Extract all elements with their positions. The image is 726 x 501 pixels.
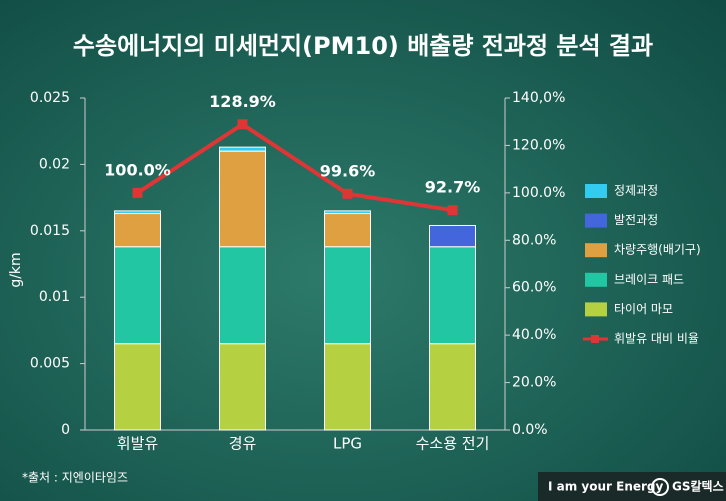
bar-segment bbox=[114, 213, 161, 248]
bar-segment bbox=[114, 246, 161, 345]
legend-swatch bbox=[585, 302, 607, 317]
y2-tick-label: 120.0% bbox=[512, 137, 565, 153]
bar-segment bbox=[219, 146, 266, 152]
ratio-marker bbox=[447, 205, 458, 216]
data-label: 99.6% bbox=[320, 161, 376, 180]
y2-tick-label: 100.0% bbox=[512, 185, 565, 201]
legend-swatch bbox=[585, 272, 607, 287]
bar-segment bbox=[219, 343, 266, 431]
bar-segment bbox=[324, 213, 371, 248]
bar-segment bbox=[219, 246, 266, 345]
bar-segment bbox=[324, 343, 371, 431]
brand-logo bbox=[651, 478, 669, 496]
bar-segment bbox=[429, 224, 476, 248]
source: *출처 : 지엔이타임즈 bbox=[22, 471, 128, 485]
ratio-line bbox=[136, 121, 453, 213]
y-tick-label: 0.005 bbox=[30, 356, 70, 372]
legend-label: 타이어 마모 bbox=[614, 302, 673, 316]
ratio-marker bbox=[342, 188, 353, 199]
legend-swatch bbox=[585, 184, 607, 198]
y2-tick-label: 40.0% bbox=[512, 327, 556, 343]
brand: GS칼텍스 bbox=[672, 479, 724, 494]
x-tick-label: 수소용 전기 bbox=[416, 435, 490, 453]
chart-title: 수송에너지의 미세먼지(PM10) 배출량 전과정 분석 결과 bbox=[73, 32, 653, 60]
data-label: 100.0% bbox=[104, 160, 171, 179]
y2-tick-label: 0.0% bbox=[512, 422, 548, 438]
y-tick-label: 0.01 bbox=[39, 289, 70, 305]
bar-segment bbox=[429, 343, 476, 431]
y2-tick-label: 60.0% bbox=[512, 280, 556, 296]
bar-segment bbox=[114, 210, 161, 215]
ratio-marker bbox=[237, 119, 248, 130]
legend-label: 차량주행(배기구) bbox=[614, 242, 701, 257]
y-tick-label: 0.02 bbox=[39, 156, 70, 172]
legend-label: 발전과정 bbox=[614, 213, 658, 227]
y-tick-label: 0.015 bbox=[30, 223, 70, 239]
bar-segment bbox=[324, 210, 371, 215]
y2-tick-label: 80.0% bbox=[512, 232, 556, 248]
slogan: I am your Energy bbox=[548, 480, 664, 494]
ratio-marker bbox=[132, 187, 143, 198]
legend-label: 휘발유 대비 비율 bbox=[614, 332, 699, 346]
y-axis-label: g/km bbox=[8, 252, 24, 287]
y-tick-label: 0 bbox=[61, 422, 70, 438]
y2-tick-label: 140,0% bbox=[512, 90, 565, 106]
x-tick-label: LPG bbox=[333, 435, 362, 453]
brand-box bbox=[538, 472, 726, 501]
y2-tick-label: 20.0% bbox=[512, 375, 556, 391]
legend-label: 정제과정 bbox=[614, 184, 658, 198]
legend-marker bbox=[591, 335, 599, 343]
bar-segment bbox=[324, 246, 371, 345]
data-label: 92.7% bbox=[425, 178, 481, 197]
bar-segment bbox=[219, 150, 266, 248]
legend-swatch bbox=[585, 243, 607, 258]
bar-segment bbox=[429, 246, 476, 345]
data-label: 128.9% bbox=[209, 92, 276, 111]
bar-segment bbox=[114, 343, 161, 431]
x-tick-label: 휘발유 bbox=[117, 435, 159, 453]
x-tick-label: 경유 bbox=[229, 435, 257, 453]
legend-label: 브레이크 패드 bbox=[614, 272, 684, 286]
legend-swatch bbox=[585, 213, 607, 228]
y-tick-label: 0.025 bbox=[30, 90, 70, 106]
